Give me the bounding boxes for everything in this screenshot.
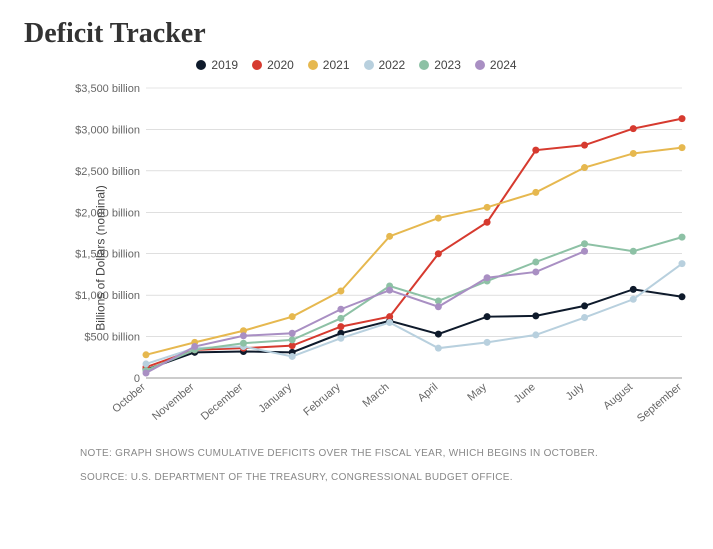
legend-label: 2020 [267,58,294,72]
legend-swatch [364,60,374,70]
svg-text:April: April [416,381,441,404]
svg-text:October: October [110,381,148,416]
legend-label: 2023 [434,58,461,72]
legend-swatch [196,60,206,70]
svg-text:May: May [465,381,489,404]
svg-text:$2,500 billion: $2,500 billion [75,166,140,178]
chart-source: SOURCE: U.S. DEPARTMENT OF THE TREASURY,… [80,470,689,486]
chart-container: Billions of Dollars (nominal) 0$500 bill… [54,78,689,438]
svg-text:$3,000 billion: $3,000 billion [75,124,140,136]
legend-item: 2023 [419,58,461,72]
svg-text:September: September [635,381,684,425]
svg-text:February: February [301,381,343,419]
legend-item: 2021 [308,58,350,72]
legend: 2019 2020 2021 2022 2023 2024 [24,58,689,72]
legend-swatch [475,60,485,70]
svg-text:January: January [256,381,294,416]
legend-swatch [419,60,429,70]
legend-item: 2019 [196,58,238,72]
deficit-chart: 0$500 billion$1,000 billion$1,500 billio… [54,78,694,438]
legend-item: 2024 [475,58,517,72]
svg-text:November: November [150,381,197,423]
chart-note: NOTE: GRAPH SHOWS CUMULATIVE DEFICITS OV… [80,446,689,462]
legend-swatch [252,60,262,70]
svg-text:July: July [564,381,587,403]
legend-item: 2020 [252,58,294,72]
legend-item: 2022 [364,58,406,72]
legend-label: 2022 [379,58,406,72]
svg-text:June: June [512,381,538,406]
svg-text:August: August [601,381,635,412]
svg-text:March: March [360,381,391,410]
svg-text:$500 billion: $500 billion [84,332,140,344]
legend-label: 2024 [490,58,517,72]
legend-label: 2021 [323,58,350,72]
svg-text:December: December [199,381,246,423]
svg-text:$3,500 billion: $3,500 billion [75,83,140,95]
page-title: Deficit Tracker [24,18,689,50]
legend-label: 2019 [211,58,238,72]
legend-swatch [308,60,318,70]
y-axis-label: Billions of Dollars (nominal) [94,185,108,330]
